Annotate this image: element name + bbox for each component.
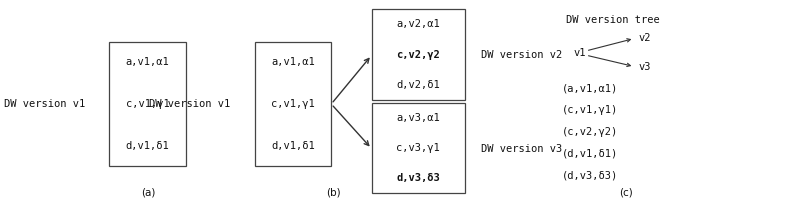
Text: DW version v1: DW version v1: [149, 99, 230, 109]
Text: (b): (b): [326, 188, 341, 198]
Bar: [372, 103, 465, 193]
Text: (a): (a): [141, 188, 155, 198]
Text: DW version v2: DW version v2: [481, 50, 562, 60]
Text: (d,v1,δ1): (d,v1,δ1): [562, 149, 618, 159]
Text: (d,v3,δ3): (d,v3,δ3): [562, 171, 618, 181]
Text: (c): (c): [619, 188, 633, 198]
Bar: [255, 42, 331, 166]
Bar: [372, 9, 465, 100]
Text: v1: v1: [574, 48, 586, 58]
Text: DW version tree: DW version tree: [566, 15, 659, 25]
Text: d,v2,δ1: d,v2,δ1: [396, 80, 440, 90]
Text: a,v1,α1: a,v1,α1: [271, 57, 315, 67]
Text: c,v1,γ1: c,v1,γ1: [125, 99, 170, 109]
Bar: [109, 42, 186, 166]
Text: (c,v2,γ2): (c,v2,γ2): [562, 127, 618, 137]
Text: a,v3,α1: a,v3,α1: [396, 113, 440, 123]
Text: v3: v3: [638, 62, 650, 72]
Text: v2: v2: [638, 33, 650, 43]
Text: DW version v1: DW version v1: [3, 99, 85, 109]
Text: (a,v1,α1): (a,v1,α1): [562, 83, 618, 93]
Text: DW version v3: DW version v3: [481, 144, 562, 154]
Text: a,v1,α1: a,v1,α1: [125, 57, 170, 67]
Text: d,v3,δ3: d,v3,δ3: [396, 173, 440, 183]
Text: c,v3,γ1: c,v3,γ1: [396, 143, 440, 153]
Text: d,v1,δ1: d,v1,δ1: [125, 141, 170, 151]
Text: c,v1,γ1: c,v1,γ1: [271, 99, 315, 109]
Text: (c,v1,γ1): (c,v1,γ1): [562, 105, 618, 115]
Text: d,v1,δ1: d,v1,δ1: [271, 141, 315, 151]
Text: c,v2,γ2: c,v2,γ2: [396, 50, 440, 60]
Text: a,v2,α1: a,v2,α1: [396, 19, 440, 30]
